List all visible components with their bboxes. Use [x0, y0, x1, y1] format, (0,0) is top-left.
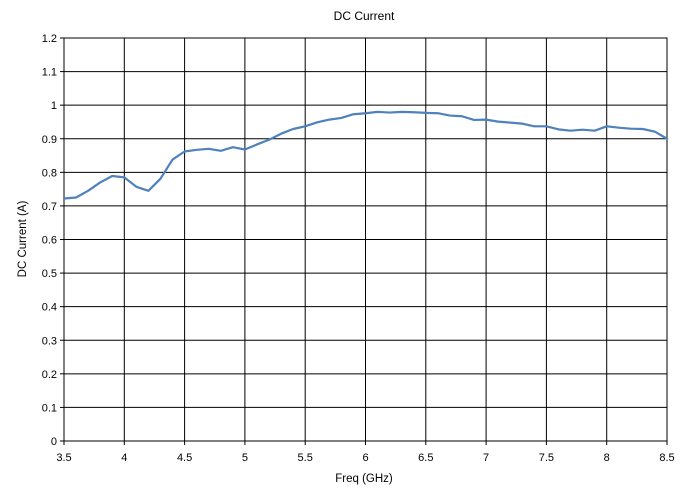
series-line [62, 110, 669, 200]
x-axis-ticks: 3.5 4 4.5 5 5.5 6 6.5 7 7.5 8 8.5 [56, 441, 675, 464]
y-axis-title: DC Current (A) [17, 200, 29, 277]
x-tick-label: 8 [604, 452, 610, 464]
y-tick-label: 0.9 [42, 134, 57, 146]
y-tick-label: 0.3 [42, 335, 57, 347]
x-tick-label: 6.5 [418, 452, 433, 464]
x-tick-label: 7.5 [539, 452, 554, 464]
y-tick-label: 1.1 [42, 67, 57, 79]
y-tick-label: 0.7 [42, 201, 57, 213]
y-tick-label: 1 [51, 100, 57, 112]
chart-title: DC Current [334, 9, 395, 23]
y-axis-ticks: 0 0.1 0.2 0.3 0.4 0.5 0.6 0.7 0.8 0.9 1 1.1 1.2 [42, 33, 64, 448]
x-tick-label: 8.5 [659, 452, 674, 464]
series-layer [62, 110, 669, 200]
x-tick-label: 5 [242, 452, 248, 464]
y-tick-label: 0.8 [42, 167, 57, 179]
y-tick-label: 1.2 [42, 33, 57, 45]
x-tick-label: 6 [362, 452, 368, 464]
x-tick-label: 7 [483, 452, 489, 464]
y-tick-label: 0.2 [42, 369, 57, 381]
x-tick-label: 4 [121, 452, 127, 464]
grid-layer [63, 37, 668, 442]
y-tick-label: 0.5 [42, 268, 57, 280]
x-axis-title: Freq (GHz) [335, 473, 393, 485]
y-tick-label: 0.1 [42, 402, 57, 414]
x-tick-label: 5.5 [298, 452, 313, 464]
y-tick-label: 0.6 [42, 235, 57, 247]
y-tick-label: 0.4 [42, 302, 57, 314]
x-tick-label: 4.5 [177, 452, 192, 464]
x-tick-label: 3.5 [56, 452, 71, 464]
y-tick-label: 0 [51, 436, 57, 448]
